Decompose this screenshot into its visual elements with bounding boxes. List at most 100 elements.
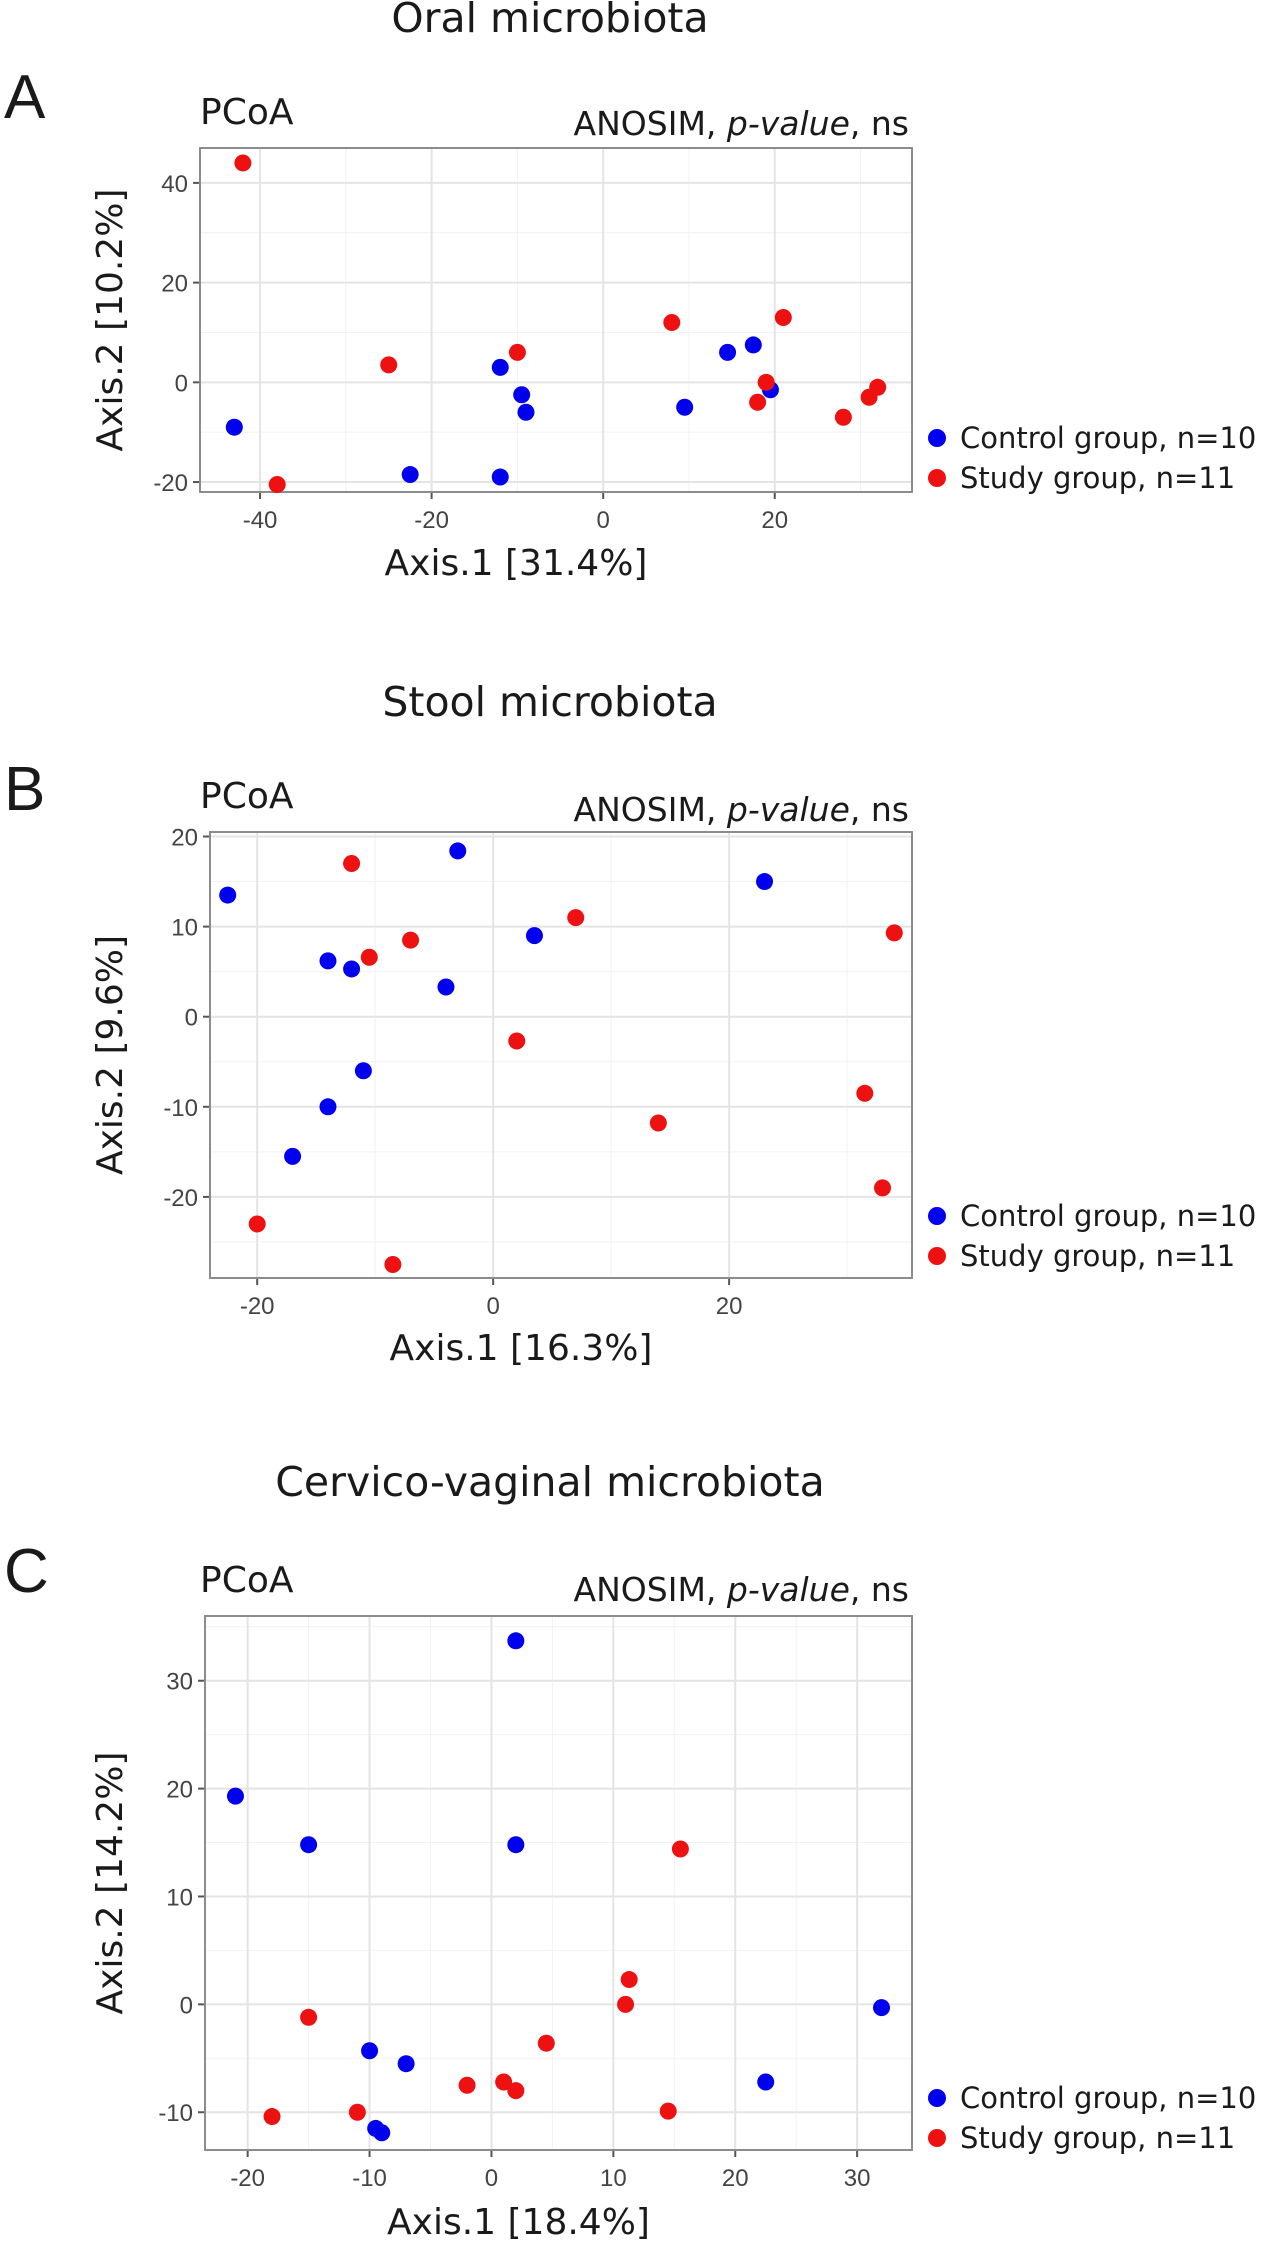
study-point (380, 356, 398, 374)
panel-b-legend: Control group, n=10 Study group, n=11 (928, 1196, 1256, 1276)
x-tick-label: 10 (600, 2165, 627, 2192)
panel-b-anosim-label: ANOSIM, p-value, ns (573, 790, 909, 829)
y-tick-label: -10 (158, 2100, 193, 2127)
y-axis-label: Axis.2 [14.2%] (90, 1752, 131, 2015)
study-point (234, 154, 252, 172)
x-tick-label: 0 (485, 2165, 498, 2192)
study-dot-icon (928, 2129, 946, 2147)
y-tick-label: 20 (161, 271, 188, 298)
study-point (537, 2034, 555, 2052)
panel-a-letter: A (4, 63, 46, 132)
study-point (268, 476, 286, 494)
study-point (757, 373, 775, 391)
panel-c-title: Cervico-vaginal microbiota (275, 1458, 825, 1506)
y-tick-label: 10 (166, 1884, 193, 1911)
control-point (517, 403, 535, 421)
study-point (659, 2102, 677, 2120)
x-tick-label: 0 (597, 507, 610, 534)
control-point (756, 873, 774, 891)
control-point (513, 386, 531, 404)
control-point (225, 418, 243, 436)
control-point (219, 886, 237, 904)
control-point (226, 1787, 244, 1805)
x-tick-label: -40 (243, 507, 278, 534)
control-point (319, 952, 337, 970)
study-point (869, 378, 887, 396)
x-tick-label: 20 (722, 2165, 749, 2192)
x-tick-label: -20 (414, 507, 449, 534)
y-tick-label: 10 (171, 915, 198, 942)
legend-item-study: Study group, n=11 (928, 458, 1256, 498)
control-point (676, 398, 694, 416)
control-point (507, 1632, 525, 1650)
control-point (361, 2042, 379, 2060)
panel-a-pcoa-label: PCoA (200, 92, 294, 133)
study-point (834, 408, 852, 426)
x-tick-label: 20 (761, 507, 788, 534)
x-tick-label: -10 (352, 2165, 387, 2192)
control-point (300, 1836, 318, 1854)
legend-item-control: Control group, n=10 (928, 418, 1256, 458)
y-tick-label: 0 (175, 370, 188, 397)
legend-item-control: Control group, n=10 (928, 2078, 1256, 2118)
study-point (263, 2108, 281, 2126)
y-tick-label: -10 (163, 1095, 198, 1122)
control-point (507, 1836, 525, 1854)
y-tick-label: 0 (180, 1992, 193, 2019)
y-axis-label: Axis.2 [10.2%] (90, 189, 131, 452)
y-tick-label: -20 (163, 1185, 198, 1212)
x-axis-label: Axis.1 [18.4%] (387, 2202, 650, 2243)
control-point (525, 927, 543, 945)
control-point (354, 1062, 372, 1080)
study-point (508, 1032, 526, 1050)
panel-c-anosim-label: ANOSIM, p-value, ns (573, 1570, 909, 1609)
control-point (373, 2124, 391, 2142)
panel-a-anosim-label: ANOSIM, p-value, ns (573, 104, 909, 143)
study-point (360, 948, 378, 966)
panel-c-pcoa-label: PCoA (200, 1560, 294, 1601)
x-tick-label: 30 (844, 2165, 871, 2192)
legend-item-study: Study group, n=11 (928, 1236, 1256, 1276)
panel-b-title: Stool microbiota (382, 678, 718, 726)
control-point (719, 343, 737, 361)
y-tick-label: -20 (153, 470, 188, 497)
study-point (458, 2076, 476, 2094)
control-point (284, 1147, 302, 1165)
study-point (343, 855, 361, 873)
y-tick-label: 40 (161, 171, 188, 198)
study-point (495, 2073, 513, 2091)
panel-b-letter: B (4, 755, 46, 824)
control-point (343, 960, 361, 978)
control-dot-icon (928, 1207, 946, 1225)
control-dot-icon (928, 2089, 946, 2107)
control-dot-icon (928, 429, 946, 447)
panel-b-pcoa-label: PCoA (200, 776, 294, 817)
study-point (885, 924, 903, 942)
study-point (384, 1255, 402, 1273)
study-point (856, 1084, 874, 1102)
y-tick-label: 30 (166, 1669, 193, 1696)
study-point (671, 1840, 689, 1858)
study-point (749, 393, 767, 411)
study-point (300, 2008, 318, 2026)
study-point (617, 1995, 635, 2013)
y-tick-label: 20 (171, 825, 198, 852)
study-point (663, 313, 681, 331)
plot-border (204, 1615, 913, 2151)
legend-item-study: Study group, n=11 (928, 2118, 1256, 2158)
control-point (757, 2073, 775, 2091)
study-point (649, 1114, 667, 1132)
panel-a-title: Oral microbiota (391, 0, 709, 42)
study-point (402, 931, 420, 949)
study-dot-icon (928, 1247, 946, 1265)
study-point (508, 343, 526, 361)
study-point (567, 909, 585, 927)
control-point (397, 2055, 415, 2073)
control-point (401, 466, 419, 484)
x-tick-label: 0 (486, 1293, 499, 1320)
control-point (744, 336, 762, 354)
plot-border (209, 831, 913, 1279)
control-point (319, 1098, 337, 1116)
